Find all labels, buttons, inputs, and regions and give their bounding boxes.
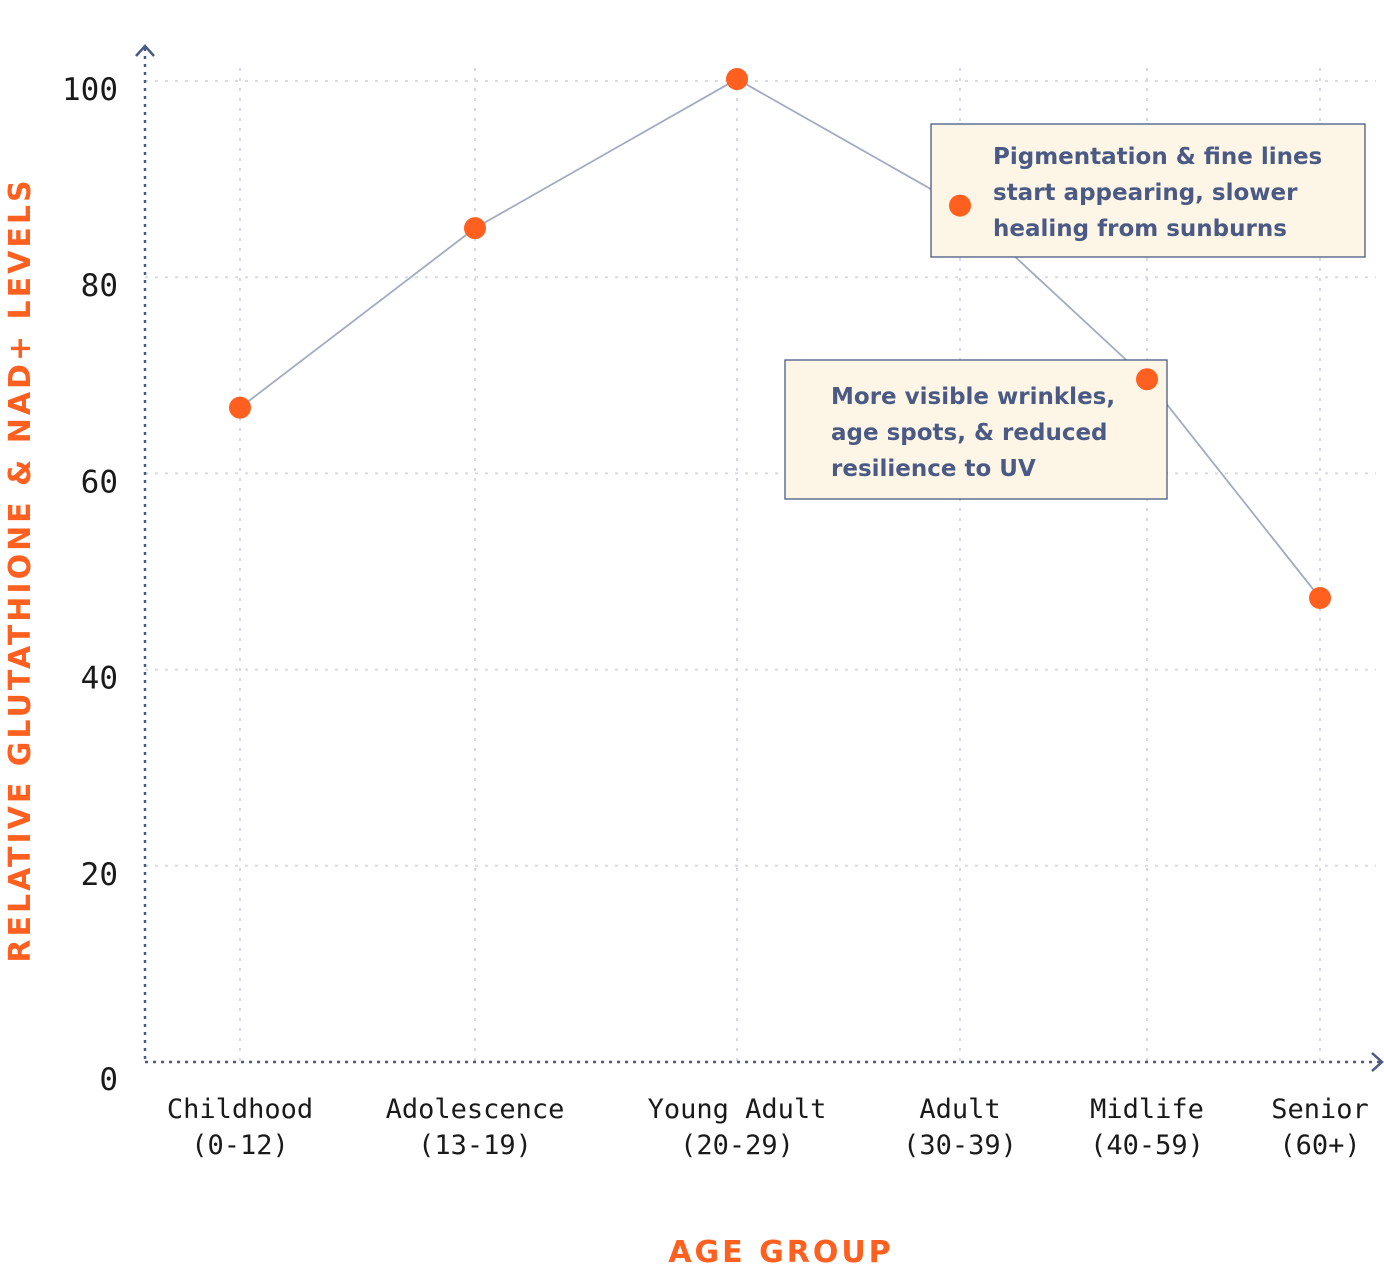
x-axis-arrow [1371, 1052, 1384, 1072]
data-point [1136, 368, 1158, 391]
x-tick-label: (0-12) [191, 1130, 289, 1161]
x-tick-label: Young Adult [648, 1094, 827, 1125]
data-point [726, 68, 748, 91]
x-tick-label: Adolescence [386, 1094, 565, 1125]
data-point [949, 194, 971, 217]
y-tick-label: 100 [62, 72, 118, 108]
series-line [239, 78, 1321, 599]
x-axis-title: AGE GROUP [668, 1235, 893, 1268]
tick-labels: 0 20 40 60 80 100 Childhood (0-12) Adolescence (1… [62, 72, 1369, 1161]
y-tick-label: 40 [81, 661, 118, 697]
annotations: Pigmentation & fine lines start appearing… [784, 123, 1366, 500]
annotation-text: healing from sunburns [993, 216, 1287, 242]
markers [229, 68, 1331, 609]
y-tick-label: 60 [81, 464, 118, 500]
annotation-text: Pigmentation & fine lines [993, 144, 1322, 170]
annotation-text: resilience to UV [831, 456, 1036, 482]
y-tick-label: 20 [81, 857, 118, 893]
annotation-text: More visible wrinkles, [831, 384, 1115, 410]
y-tick-label: 0 [99, 1062, 118, 1098]
x-tick-label: Senior [1271, 1094, 1369, 1125]
x-tick-label: (30-39) [903, 1130, 1017, 1161]
x-tick-label: (20-29) [680, 1130, 794, 1161]
x-tick-label: (40-59) [1090, 1130, 1204, 1161]
axes [135, 44, 1384, 1072]
annotation-box [930, 123, 1366, 258]
x-tick-label: Childhood [167, 1094, 313, 1125]
x-tick-label: Adult [919, 1094, 1000, 1125]
annotation-text: age spots, & reduced [831, 420, 1108, 446]
series [239, 78, 1321, 599]
data-point [464, 217, 486, 240]
x-tick-label: Midlife [1090, 1094, 1204, 1125]
x-tick-label: (60+) [1279, 1130, 1360, 1161]
annotation-text: start appearing, slower [993, 180, 1298, 206]
x-tick-label: (13-19) [418, 1130, 532, 1161]
y-axis-title: RELATIVE GLUTATHIONE & NAD+ LEVELS [3, 177, 38, 962]
data-point [229, 396, 251, 419]
y-axis-arrow [135, 44, 155, 57]
y-tick-label: 80 [81, 268, 118, 304]
data-point [1309, 586, 1331, 609]
annotation-box [784, 359, 1168, 500]
